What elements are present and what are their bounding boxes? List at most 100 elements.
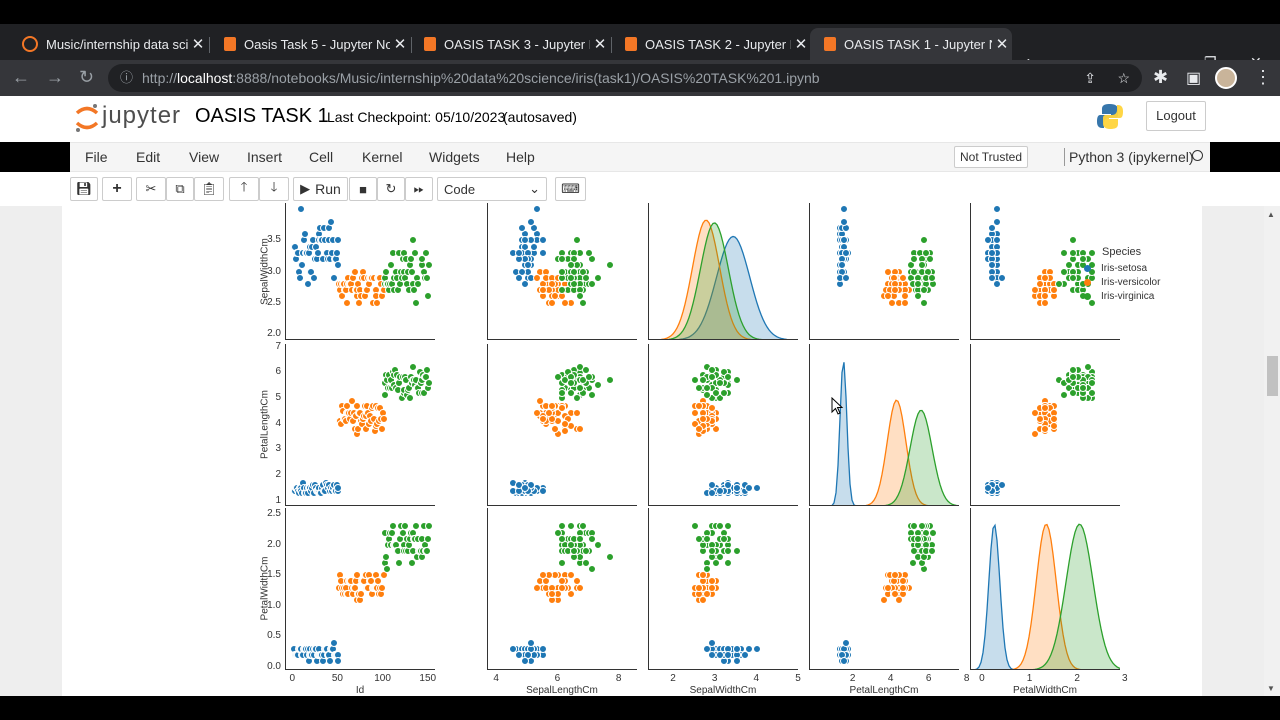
insert-cell-icon[interactable]: + <box>102 177 132 201</box>
data-point <box>557 286 566 295</box>
data-point <box>539 236 548 245</box>
close-icon[interactable]: ✕ <box>995 36 1009 53</box>
data-point <box>993 217 1002 226</box>
data-point <box>350 267 359 276</box>
share-icon[interactable]: ⇪ <box>1084 70 1096 86</box>
browser-tab[interactable]: Music/internship data scie ✕ <box>8 28 208 60</box>
data-point <box>840 217 849 226</box>
data-point <box>588 565 597 574</box>
run-label: Run <box>315 181 341 197</box>
subplot-SepalWidthCm-vs-SepalLengthCm <box>487 203 637 340</box>
reload-icon[interactable]: ↻ <box>79 67 95 87</box>
browser-tab[interactable]: OASIS TASK 1 - Jupyter N ✕ <box>810 28 1012 60</box>
keyboard-icon[interactable]: ⌨ <box>555 177 586 201</box>
menu-widgets[interactable]: Widgets <box>429 149 480 165</box>
subplot-PetalWidthCm-vs-PetalLengthCm <box>809 508 959 670</box>
browser-tab[interactable]: OASIS TASK 3 - Jupyter N ✕ <box>410 28 610 60</box>
data-point <box>409 363 418 372</box>
run-button[interactable]: ▶ Run <box>293 177 348 201</box>
cell-type-select[interactable]: Code ⌄ <box>437 177 547 201</box>
close-icon[interactable]: ✕ <box>191 36 205 53</box>
kde-plot <box>659 219 790 339</box>
data-point <box>539 486 548 495</box>
logout-button[interactable]: Logout <box>1146 101 1206 131</box>
close-icon[interactable]: ✕ <box>593 36 607 53</box>
menu-insert[interactable]: Insert <box>247 149 283 165</box>
data-point <box>1088 378 1097 387</box>
menu-file[interactable]: File <box>85 149 108 165</box>
data-point <box>380 391 389 400</box>
kernel-name[interactable]: Python 3 (ipykernel) <box>1069 149 1194 165</box>
y-tick-label: 3 <box>275 443 281 455</box>
scroll-down-icon[interactable]: ▼ <box>1267 684 1275 693</box>
data-point <box>998 273 1006 282</box>
trust-indicator[interactable]: Not Trusted <box>954 146 1029 168</box>
data-point <box>900 292 909 301</box>
data-point <box>1083 363 1092 372</box>
data-point <box>690 522 699 531</box>
close-icon[interactable]: ✕ <box>393 36 407 53</box>
x-tick-label: 1 <box>1026 673 1033 684</box>
menu-kernel[interactable]: Kernel <box>362 149 403 165</box>
data-point <box>545 409 554 418</box>
browser-tab[interactable]: Oasis Task 5 - Jupyter Not ✕ <box>210 28 410 60</box>
x-tick-label: 8 <box>615 673 622 684</box>
restart-icon[interactable]: ↻ <box>377 177 405 201</box>
back-icon[interactable]: ← <box>12 67 30 87</box>
more-menu-icon[interactable]: ⋮ <box>1254 67 1272 87</box>
scrollbar[interactable]: ▲ ▼ <box>1264 206 1280 696</box>
data-point <box>891 286 900 295</box>
data-point <box>606 552 615 561</box>
close-icon[interactable]: ✕ <box>794 36 808 53</box>
data-point <box>377 583 386 592</box>
y-tick-label: 0.0 <box>267 660 281 672</box>
scroll-up-icon[interactable]: ▲ <box>1267 210 1275 219</box>
extensions-icon[interactable]: ✱ <box>1153 67 1169 87</box>
scrollbar-thumb[interactable] <box>1267 356 1278 396</box>
data-point <box>327 217 336 226</box>
data-point <box>310 273 318 282</box>
bookmark-star-icon[interactable]: ☆ <box>1117 70 1130 86</box>
data-point <box>514 248 523 257</box>
x-tick-label: 2 <box>670 673 676 684</box>
interrupt-icon[interactable]: ■ <box>349 177 377 201</box>
menu-view[interactable]: View <box>189 149 220 165</box>
data-point <box>313 248 322 257</box>
info-icon[interactable]: ⓘ <box>120 70 134 85</box>
cut-icon[interactable]: ✂ <box>136 177 166 201</box>
data-point <box>412 522 421 531</box>
data-point <box>1088 298 1097 307</box>
data-point <box>1069 388 1078 397</box>
jupyter-logo-icon[interactable] <box>74 102 100 134</box>
menu-help[interactable]: Help <box>506 149 535 165</box>
copy-icon[interactable]: ⧉ <box>166 177 194 201</box>
data-point <box>724 373 733 382</box>
forward-icon[interactable]: → <box>46 67 64 87</box>
fast-forward-icon[interactable]: ⏩︎ <box>405 177 433 201</box>
data-point <box>840 656 849 665</box>
menu-cell[interactable]: Cell <box>309 149 334 165</box>
menu-edit[interactable]: Edit <box>136 149 161 165</box>
data-point <box>891 589 900 598</box>
data-point <box>422 248 431 257</box>
paste-icon[interactable]: 📋︎ <box>194 177 224 201</box>
autosave-status: (autosaved) <box>503 109 577 125</box>
data-point <box>572 236 581 245</box>
data-point <box>720 534 728 543</box>
data-point <box>988 261 997 270</box>
data-point <box>326 656 335 665</box>
save-icon[interactable]: 💾︎ <box>70 177 98 201</box>
data-point <box>533 205 541 214</box>
chevron-down-icon: ⌄ <box>529 181 540 196</box>
browser-tab[interactable]: OASIS TASK 2 - Jupyter N ✕ <box>611 28 811 60</box>
notebook-name[interactable]: OASIS TASK 1 <box>195 105 329 127</box>
data-point <box>301 230 309 239</box>
data-point <box>533 583 541 592</box>
move-down-icon[interactable]: 🡓 <box>259 177 289 201</box>
data-point <box>1040 424 1049 433</box>
address-bar[interactable]: ⓘ http://localhost:8888/notebooks/Music/… <box>108 64 1142 92</box>
data-point <box>842 273 851 282</box>
move-up-icon[interactable]: 🡑 <box>229 177 259 201</box>
side-panel-icon[interactable]: ▣ <box>1186 70 1202 87</box>
profile-avatar[interactable] <box>1215 67 1237 89</box>
